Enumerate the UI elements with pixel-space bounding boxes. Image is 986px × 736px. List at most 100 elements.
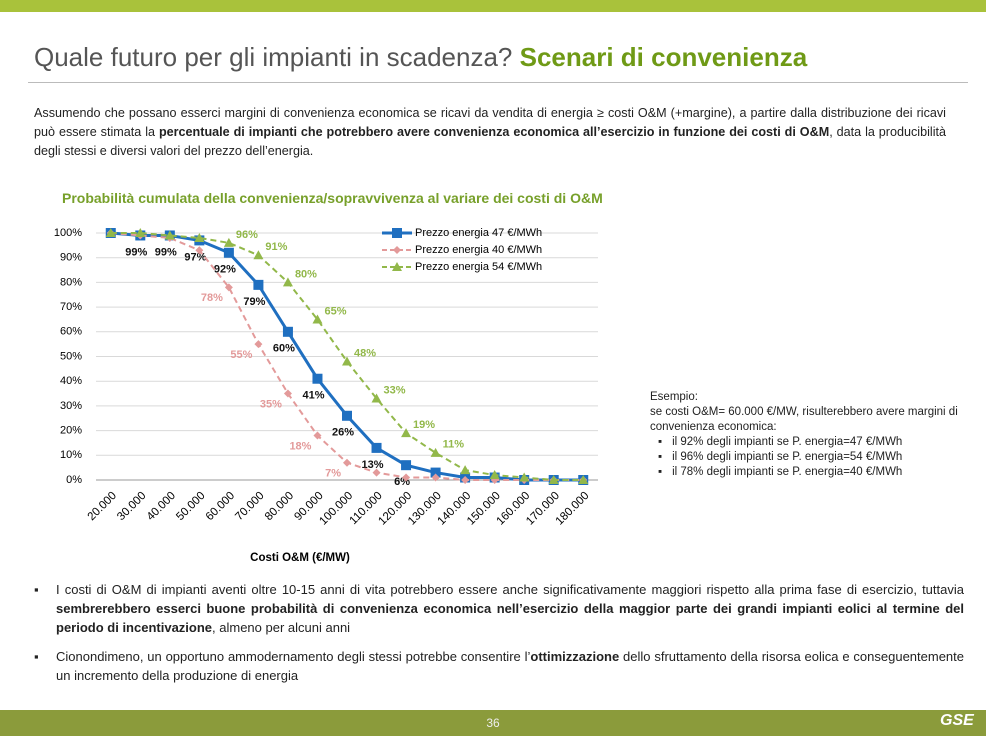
example-list: ▪ il 92% degli impianti se P. energia=47 … — [650, 435, 970, 480]
text-run: percentuale di impianti che potrebbero a… — [158, 125, 830, 139]
marker — [372, 468, 381, 477]
example-item: ▪ il 78% degli impianti se P. energia=40 … — [650, 465, 970, 480]
x-tick-label: 20.000 — [86, 490, 119, 523]
x-tick-label: 60.000 — [204, 490, 237, 523]
marker — [461, 476, 470, 484]
marker — [283, 389, 292, 398]
marker — [392, 262, 402, 271]
bullet: ▪ I costi di O&M di impianti aventi oltre… — [34, 580, 964, 637]
marker — [401, 460, 412, 471]
y-tick-label: 100% — [54, 227, 82, 239]
data-label: 78% — [201, 292, 223, 304]
example-item: ▪ il 96% degli impianti se P. energia=54 … — [650, 450, 970, 465]
data-label: 97% — [184, 251, 206, 263]
text-run: I costi di O&M di impianti aventi oltre … — [56, 582, 964, 597]
data-label: 91% — [265, 241, 287, 253]
marker — [371, 393, 382, 403]
marker — [223, 237, 234, 247]
top-bar — [0, 0, 986, 12]
marker — [489, 470, 500, 480]
marker — [342, 356, 352, 366]
bullet-mark: ▪ — [658, 466, 663, 478]
marker — [223, 247, 234, 258]
legend-label: Prezzo energia 54 €/MWh — [415, 261, 542, 273]
marker — [430, 467, 441, 478]
marker — [194, 232, 205, 242]
marker — [371, 442, 382, 453]
data-label: 99% — [155, 246, 177, 258]
marker — [312, 373, 323, 384]
data-label: 65% — [324, 305, 346, 317]
marker — [135, 228, 146, 237]
bullets: ▪ I costi di O&M di impianti aventi oltre… — [34, 580, 964, 695]
bullet-mark: ▪ — [34, 649, 39, 664]
title-rule — [28, 82, 968, 83]
data-label: 55% — [230, 349, 252, 361]
series-line — [110, 232, 584, 481]
example-item-text: il 92% degli impianti se P. energia=47 €… — [672, 436, 903, 448]
marker — [224, 283, 233, 292]
data-label: 7% — [325, 468, 341, 480]
y-tick-label: 0% — [66, 474, 82, 486]
marker — [460, 465, 471, 475]
text-run: Assumendo che possano esserci margini di… — [34, 106, 946, 139]
data-label: 99% — [125, 246, 147, 258]
text-run: Cionondimeno, un opportuno ammodernament… — [56, 649, 531, 664]
data-label: 11% — [443, 439, 465, 451]
data-label: 26% — [332, 427, 354, 439]
bullet-mark: ▪ — [658, 436, 663, 448]
x-tick-label: 180.000 — [554, 490, 592, 528]
y-tick-label: 60% — [60, 326, 82, 338]
legend-label: Prezzo energia 47 €/MWh — [415, 227, 542, 239]
footer-bar — [0, 710, 986, 736]
x-axis-label: Costi O&M (€/MW) — [250, 552, 350, 564]
page-number: 36 — [486, 716, 500, 730]
marker — [392, 228, 402, 238]
marker — [342, 410, 352, 421]
x-tick-label: 70.000 — [233, 490, 266, 523]
bullet-mark: ▪ — [658, 451, 663, 463]
data-label: 92% — [214, 264, 236, 276]
title-highlight: Scenari di convenienza — [519, 42, 808, 72]
data-label: 33% — [384, 384, 406, 396]
intro: Assumendo che possano esserci margini di… — [34, 104, 946, 161]
marker — [430, 447, 441, 457]
example-item-text: il 96% degli impianti se P. energia=54 €… — [672, 451, 903, 463]
data-label: 18% — [289, 440, 311, 452]
example-heading: Esempio: — [650, 391, 698, 403]
text-run: , almeno per alcuni anni — [212, 620, 351, 635]
marker — [393, 246, 401, 254]
y-tick-label: 10% — [60, 449, 82, 461]
data-label: 79% — [243, 296, 265, 308]
example-item-text: il 78% degli impianti se P. energia=40 €… — [672, 466, 903, 478]
x-tick-label: 50.000 — [174, 490, 207, 523]
marker — [282, 277, 293, 287]
chart-title: Probabilità cumulata della convenienza/s… — [62, 190, 603, 206]
marker — [282, 326, 293, 337]
data-label: 96% — [236, 229, 258, 241]
marker — [254, 340, 263, 349]
marker — [253, 279, 264, 290]
y-tick-label: 30% — [60, 400, 82, 412]
marker — [431, 473, 440, 482]
y-tick-label: 20% — [60, 425, 82, 437]
marker — [548, 475, 559, 484]
y-tick-label: 80% — [60, 276, 82, 288]
marker — [401, 428, 412, 438]
data-label: 48% — [354, 347, 376, 359]
text-run: , data la producibilità degli stessi e d… — [34, 125, 947, 158]
marker — [313, 431, 322, 440]
bullet: ▪ Cionondimeno, un opportuno ammodernamen… — [34, 647, 964, 685]
marker — [402, 473, 411, 482]
marker — [343, 458, 351, 467]
title: Quale futuro per gli impianti in scadenz… — [34, 42, 807, 73]
text-run: sembrerebbero esserci buone probabilità … — [56, 601, 964, 635]
example-text: se costi O&M= 60.000 €/MW, risulterebber… — [650, 406, 958, 433]
data-label: 35% — [260, 398, 282, 410]
example: Esempio: se costi O&M= 60.000 €/MW, risu… — [650, 390, 970, 480]
text-run: dello sfruttamento della risorsa eolica … — [56, 649, 964, 683]
legend-label: Prezzo energia 40 €/MWh — [415, 244, 542, 256]
bullet-mark: ▪ — [34, 582, 39, 597]
y-tick-label: 90% — [60, 252, 82, 264]
